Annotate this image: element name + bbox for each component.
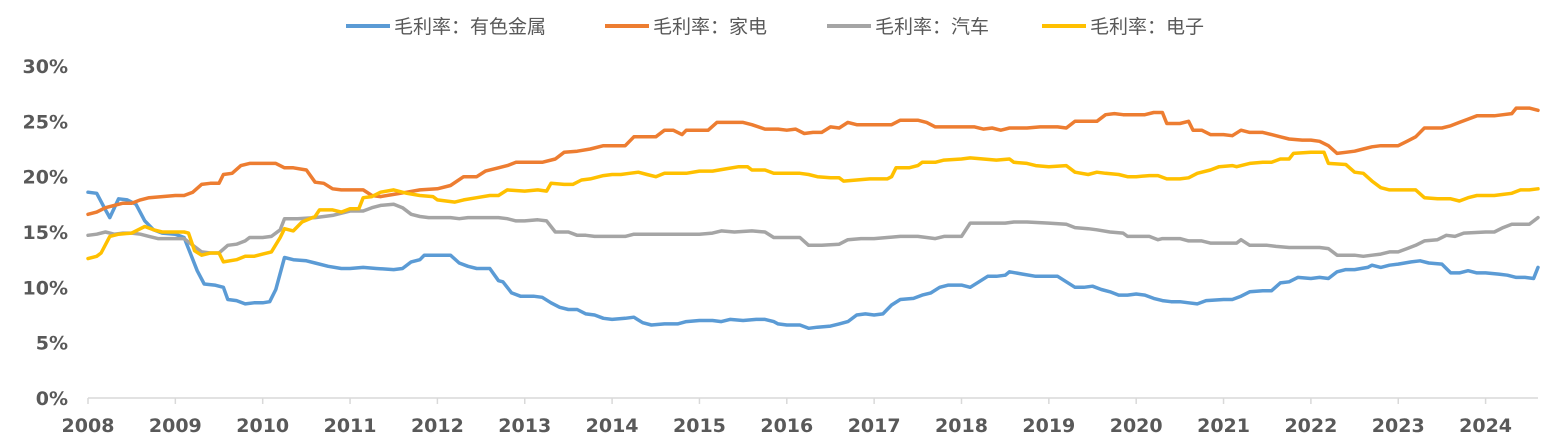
x-tick-label: 2024 [1459, 415, 1512, 437]
y-tick-label: 25% [23, 111, 68, 133]
legend-item: 毛利率：电子 [1042, 16, 1204, 38]
legend-label: 毛利率：汽车 [875, 16, 989, 38]
series-group [86, 106, 1540, 331]
legend-label: 毛利率：有色金属 [394, 16, 546, 38]
legend-label: 毛利率：电子 [1090, 16, 1204, 38]
series-line-2 [86, 202, 1540, 259]
x-tick-label: 2022 [1284, 415, 1337, 437]
legend: 毛利率：有色金属 毛利率：家电 毛利率：汽车 毛利率：电子 [346, 16, 1204, 38]
legend-label: 毛利率：家电 [653, 16, 767, 38]
x-tick-label: 2015 [673, 415, 726, 437]
y-tick-label: 20% [23, 167, 68, 189]
x-tick-label: 2012 [411, 415, 464, 437]
y-tick-label: 10% [23, 277, 68, 299]
x-tick-label: 2009 [149, 415, 202, 437]
y-axis: 0% 5% 10% 15% 20% 25% 30% [23, 56, 68, 410]
y-tick-label: 5% [36, 333, 68, 355]
x-tick-label: 2013 [498, 415, 551, 437]
series-line-0 [86, 190, 1540, 331]
series-line-1 [86, 106, 1540, 217]
series-line-3 [86, 150, 1540, 264]
x-tick-label: 2018 [935, 415, 988, 437]
x-tick-label: 2014 [586, 415, 639, 437]
y-tick-label: 30% [23, 56, 68, 78]
x-tick-label: 2016 [760, 415, 813, 437]
x-tick-label: 2011 [324, 415, 377, 437]
x-tick-label: 2010 [236, 415, 289, 437]
legend-item: 毛利率：汽车 [827, 16, 989, 38]
x-tick-label: 2020 [1110, 415, 1163, 437]
y-tick-label: 0% [36, 388, 68, 410]
x-tick-label: 2017 [848, 415, 901, 437]
legend-item: 毛利率：有色金属 [346, 16, 546, 38]
x-tick-label: 2008 [62, 415, 115, 437]
x-tick-label: 2021 [1197, 415, 1250, 437]
y-tick-label: 15% [23, 222, 68, 244]
legend-item: 毛利率：家电 [605, 16, 767, 38]
x-tick-label: 2019 [1022, 415, 1075, 437]
x-tick-label: 2023 [1372, 415, 1425, 437]
x-axis: 2008 2009 2010 2011 2012 2013 2014 2015 2016 2017… [62, 397, 1538, 437]
